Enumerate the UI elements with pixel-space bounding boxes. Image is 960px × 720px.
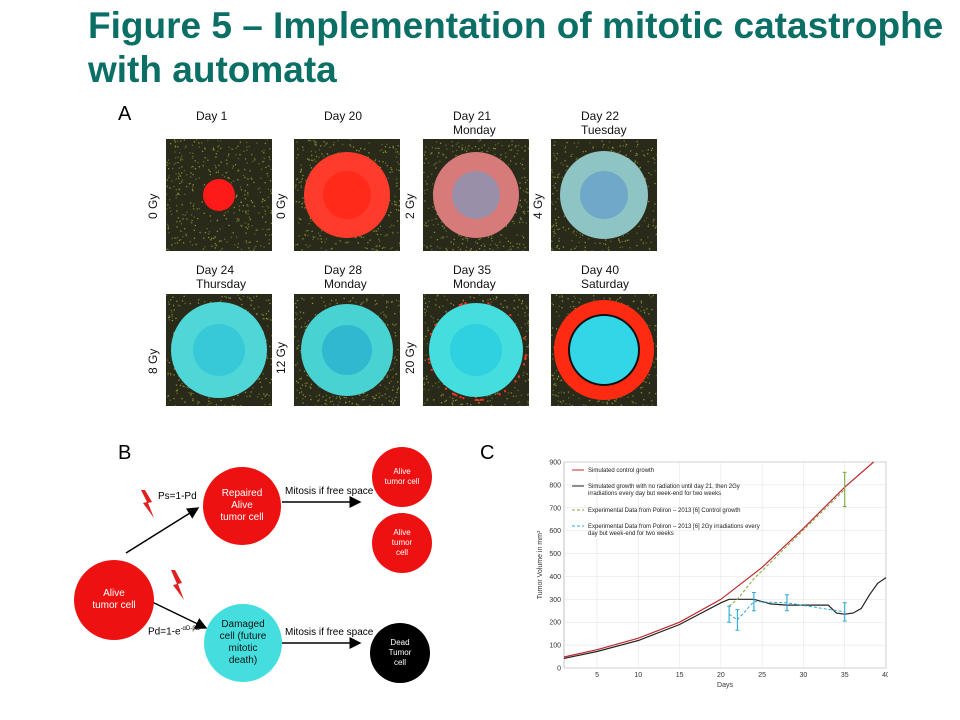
legend-entry: Experimental Data from Poliron – 2013 [6… bbox=[588, 524, 760, 530]
y-tick-label: 300 bbox=[549, 597, 561, 604]
x-tick-label: 30 bbox=[800, 672, 808, 679]
dead-tumor-cell-label: Dead Tumor cell bbox=[388, 638, 412, 667]
alive-tumor-cell-offspring-2: Alive tumor cell bbox=[372, 513, 432, 573]
damaged-tumor-cell: Damaged cell (future mitotic death) bbox=[204, 604, 282, 682]
damage-probability-exponent: -αD-βD² bbox=[180, 626, 203, 632]
y-tick-label: 800 bbox=[549, 482, 561, 489]
y-axis-label: Tumor Volume in mm³ bbox=[537, 530, 544, 599]
alive-tumor-cell: Alive tumor cell bbox=[74, 560, 154, 640]
damage-probability-label: Pd=1-e-αD-βD² bbox=[148, 626, 202, 637]
panel-b-label: B bbox=[118, 442, 132, 464]
y-tick-label: 100 bbox=[549, 643, 561, 650]
legend-entry: Experimental Data from Poliron – 2013 [6… bbox=[588, 508, 740, 514]
series-line bbox=[728, 601, 845, 621]
simulation-tile bbox=[423, 139, 529, 251]
x-tick-label: 15 bbox=[676, 672, 684, 679]
simulation-tile bbox=[294, 139, 400, 251]
lightning-icon bbox=[141, 490, 154, 518]
panel-c-label: C bbox=[480, 442, 495, 464]
x-tick-label: 35 bbox=[841, 672, 849, 679]
dead-tumor-cell: Dead Tumor cell bbox=[370, 623, 430, 683]
tile-weekday-label: Thursday bbox=[196, 277, 247, 291]
alive-tumor-cell-label: Alive tumor cell bbox=[92, 588, 136, 611]
mitosis-label-repaired: Mitosis if free space bbox=[285, 486, 374, 497]
series-line bbox=[563, 461, 874, 658]
tile-weekday-label: Monday bbox=[453, 123, 496, 137]
y-tick-label: 200 bbox=[549, 620, 561, 627]
figure-title: Figure 5 – Implementation of mitotic cat… bbox=[88, 5, 944, 90]
panel-a-label: A bbox=[118, 103, 132, 125]
legend-entry: day but week-end for two weeks bbox=[588, 531, 674, 537]
repaired-tumor-cell-label: Repaired Alive tumor cell bbox=[220, 488, 264, 523]
tile-weekday-label: Tuesday bbox=[581, 123, 627, 137]
x-tick-label: 20 bbox=[717, 672, 725, 679]
simulation-tile bbox=[166, 294, 272, 406]
tile-weekday-label: Monday bbox=[453, 277, 496, 291]
legend-entry: Simulated growth with no radiation until… bbox=[588, 484, 740, 490]
tile-day-label: Day 28 bbox=[324, 263, 363, 277]
y-tick-label: 500 bbox=[549, 551, 561, 558]
simulation-tile bbox=[551, 294, 657, 406]
legend-entry: Simulated control growth bbox=[588, 468, 654, 474]
mitosis-label-damaged: Mitosis if free space bbox=[285, 627, 374, 638]
y-tick-label: 400 bbox=[549, 574, 561, 581]
tumor-volume-chart: 0 100 200 300 400 500 600 700 800 900 5 10 15 20 25 30 3… bbox=[537, 460, 888, 690]
tile-day-label: Day 24 bbox=[196, 263, 235, 277]
y-tick-label: 900 bbox=[549, 460, 561, 467]
alive-tumor-cell-offspring-1: Alive tumor cell bbox=[372, 447, 432, 507]
y-tick-label: 700 bbox=[549, 505, 561, 512]
y-tick-label: 600 bbox=[549, 528, 561, 535]
x-tick-label: 5 bbox=[595, 672, 599, 679]
survival-probability-label: Ps=1-Pd bbox=[158, 491, 197, 502]
repaired-tumor-cell: Repaired Alive tumor cell bbox=[203, 467, 281, 545]
tile-day-label: Day 1 bbox=[196, 109, 228, 123]
x-axis-label: Days bbox=[717, 682, 733, 689]
arrow-alive-to-damaged bbox=[147, 599, 208, 629]
tile-weekday-label: Monday bbox=[324, 277, 367, 291]
x-tick-label: 10 bbox=[634, 672, 642, 679]
plot-area bbox=[563, 461, 887, 669]
damage-probability-base: Pd=1-e bbox=[148, 626, 181, 638]
alive-offspring-2-label: Alive tumor cell bbox=[391, 528, 413, 557]
damaged-tumor-cell-label: Damaged cell (future mitotic death) bbox=[219, 619, 267, 666]
x-tick-label: 25 bbox=[758, 672, 766, 679]
lightning-icon bbox=[171, 570, 184, 600]
y-tick-label: 0 bbox=[557, 666, 561, 673]
x-tick-label: 40 bbox=[882, 672, 888, 679]
tile-day-label: Day 20 bbox=[324, 109, 363, 123]
simulation-tile bbox=[551, 139, 657, 251]
tile-day-label: Day 35 bbox=[453, 263, 492, 277]
simulation-tile bbox=[423, 294, 529, 406]
series-line bbox=[728, 489, 846, 607]
arrow-alive-to-repaired bbox=[125, 507, 200, 554]
simulation-tile bbox=[166, 139, 272, 251]
tile-day-label: Day 22 bbox=[581, 109, 620, 123]
tile-day-label: Day 21 bbox=[453, 109, 492, 123]
legend-entry: irradiations every day but week-end for … bbox=[588, 491, 721, 497]
simulation-tile bbox=[294, 294, 400, 406]
tile-weekday-label: Saturday bbox=[581, 277, 630, 291]
alive-offspring-1-label: Alive tumor cell bbox=[384, 467, 420, 486]
tile-day-label: Day 40 bbox=[581, 263, 620, 277]
